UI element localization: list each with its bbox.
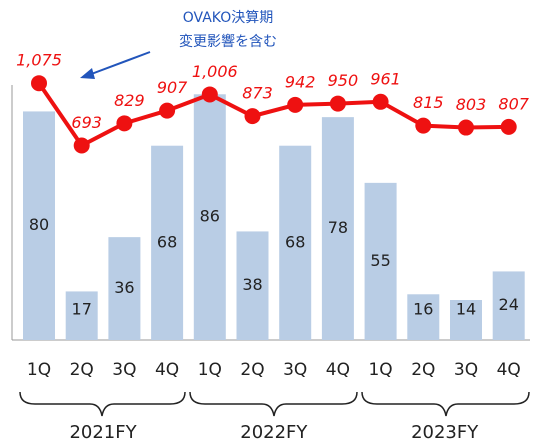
bar	[108, 237, 141, 340]
line-label: 803	[456, 95, 487, 114]
braces	[19, 391, 530, 417]
bar	[193, 94, 226, 341]
line-label: 829	[114, 91, 145, 110]
line-point	[159, 102, 176, 119]
x-tick-label: 2Q	[240, 360, 264, 380]
line-point	[201, 86, 218, 103]
line-point	[31, 75, 47, 92]
bar-label: 78	[328, 218, 348, 237]
x-tick-label: 4Q	[497, 360, 521, 380]
line-label: 950	[328, 71, 359, 90]
line-point	[116, 115, 133, 132]
line-label: 942	[285, 72, 316, 91]
bar	[236, 231, 269, 340]
arrow-head	[80, 68, 95, 79]
group-label: 2022FY	[240, 422, 308, 443]
line-label: 907	[157, 78, 188, 97]
bar-label: 68	[157, 232, 177, 251]
bar	[321, 117, 354, 341]
line-label: 693	[71, 113, 102, 132]
annotation: 変更影響を含む	[179, 33, 277, 50]
x-tick-label: 4Q	[155, 360, 179, 380]
group-label: 2023FY	[411, 422, 479, 443]
x-tick-label: 3Q	[112, 360, 136, 380]
line-point	[372, 93, 389, 110]
bar-label: 86	[200, 207, 220, 226]
bar-label: 38	[242, 275, 262, 294]
line-point	[458, 119, 474, 136]
bar-label: 17	[72, 300, 92, 319]
x-tick-label: 3Q	[454, 360, 478, 380]
bar	[364, 182, 397, 340]
line-label: 1,006	[192, 62, 238, 81]
x-tick-label: 2Q	[411, 360, 435, 380]
x-tick-label: 3Q	[283, 360, 307, 380]
bar-label: 14	[456, 300, 476, 319]
line-point	[415, 117, 432, 134]
line-point	[244, 108, 261, 125]
line-point	[329, 95, 346, 112]
bar-label: 36	[114, 278, 134, 297]
x-tick-label: 2Q	[70, 360, 94, 380]
line-label: 807	[498, 94, 529, 113]
bar-label: 80	[29, 215, 49, 234]
x-tick-label: 1Q	[198, 360, 222, 380]
line-point	[73, 137, 90, 154]
line-label: 1,075	[16, 51, 62, 70]
line-point	[500, 118, 517, 135]
line-label: 873	[242, 84, 273, 103]
line-point	[287, 96, 304, 113]
annotation: OVAKO決算期	[183, 10, 273, 26]
x-tick-label: 1Q	[368, 360, 392, 380]
bar-label: 24	[499, 295, 519, 314]
arrow	[85, 51, 151, 77]
bar-label: 55	[370, 251, 390, 270]
bar	[23, 111, 55, 340]
bar-label: 68	[285, 232, 305, 251]
line-label: 815	[413, 93, 444, 112]
x-tick-label: 4Q	[326, 360, 350, 380]
line-label: 961	[370, 69, 401, 88]
bar	[279, 145, 312, 340]
group-label: 2021FY	[69, 422, 137, 443]
bar	[151, 145, 184, 340]
bar	[65, 291, 98, 340]
x-tick-label: 1Q	[27, 360, 51, 380]
bar	[492, 271, 525, 340]
bar-label: 16	[413, 300, 433, 319]
bar	[450, 300, 482, 340]
bar	[407, 294, 440, 340]
